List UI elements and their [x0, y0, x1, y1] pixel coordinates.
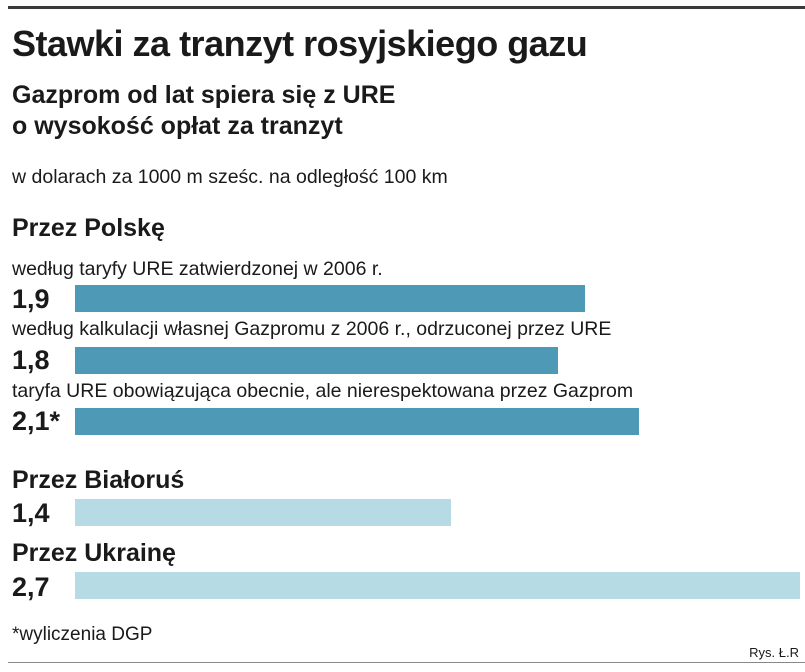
bar-poland-3	[75, 408, 639, 435]
value-label-poland-3: 2,1*	[12, 406, 61, 436]
value-label-poland-1: 1,9	[12, 284, 50, 314]
chart-title: Stawki za tranzyt rosyjskiego gazu	[12, 23, 588, 64]
group-label-ukraine: Przez Ukrainę	[12, 539, 176, 567]
bar-poland-2	[75, 347, 559, 374]
bar-description-poland-2: według kalkulacji własnej Gazpromu z 200…	[12, 318, 612, 340]
footnote: *wyliczenia DGP	[12, 624, 153, 645]
bar-description-poland-1: według taryfy URE zatwierdzonej w 2006 r…	[12, 258, 383, 280]
group-label-poland: Przez Polskę	[12, 214, 165, 242]
value-label-ukraine: 2,7	[12, 572, 50, 602]
chart-subtitle: Gazprom od lat spiera się z URE o wysoko…	[12, 80, 395, 142]
bar-description-poland-3: taryfa URE obowiązująca obecnie, ale nie…	[12, 380, 634, 402]
subtitle-line-1: Gazprom od lat spiera się z URE	[12, 81, 396, 109]
credit: Rys. Ł.R	[749, 645, 799, 660]
top-rule	[8, 6, 805, 9]
subtitle-line-2: o wysokość opłat za tranzyt	[12, 112, 343, 140]
unit-label: w dolarach za 1000 m sześc. na odległość…	[12, 166, 448, 188]
bar-poland-1	[75, 285, 586, 312]
bar-ukraine	[75, 572, 800, 599]
group-label-belarus: Przez Białoruś	[12, 466, 185, 494]
value-label-poland-2: 1,8	[12, 345, 50, 375]
bottom-rule	[8, 662, 805, 663]
value-label-belarus: 1,4	[12, 498, 50, 528]
bar-belarus	[75, 499, 451, 526]
